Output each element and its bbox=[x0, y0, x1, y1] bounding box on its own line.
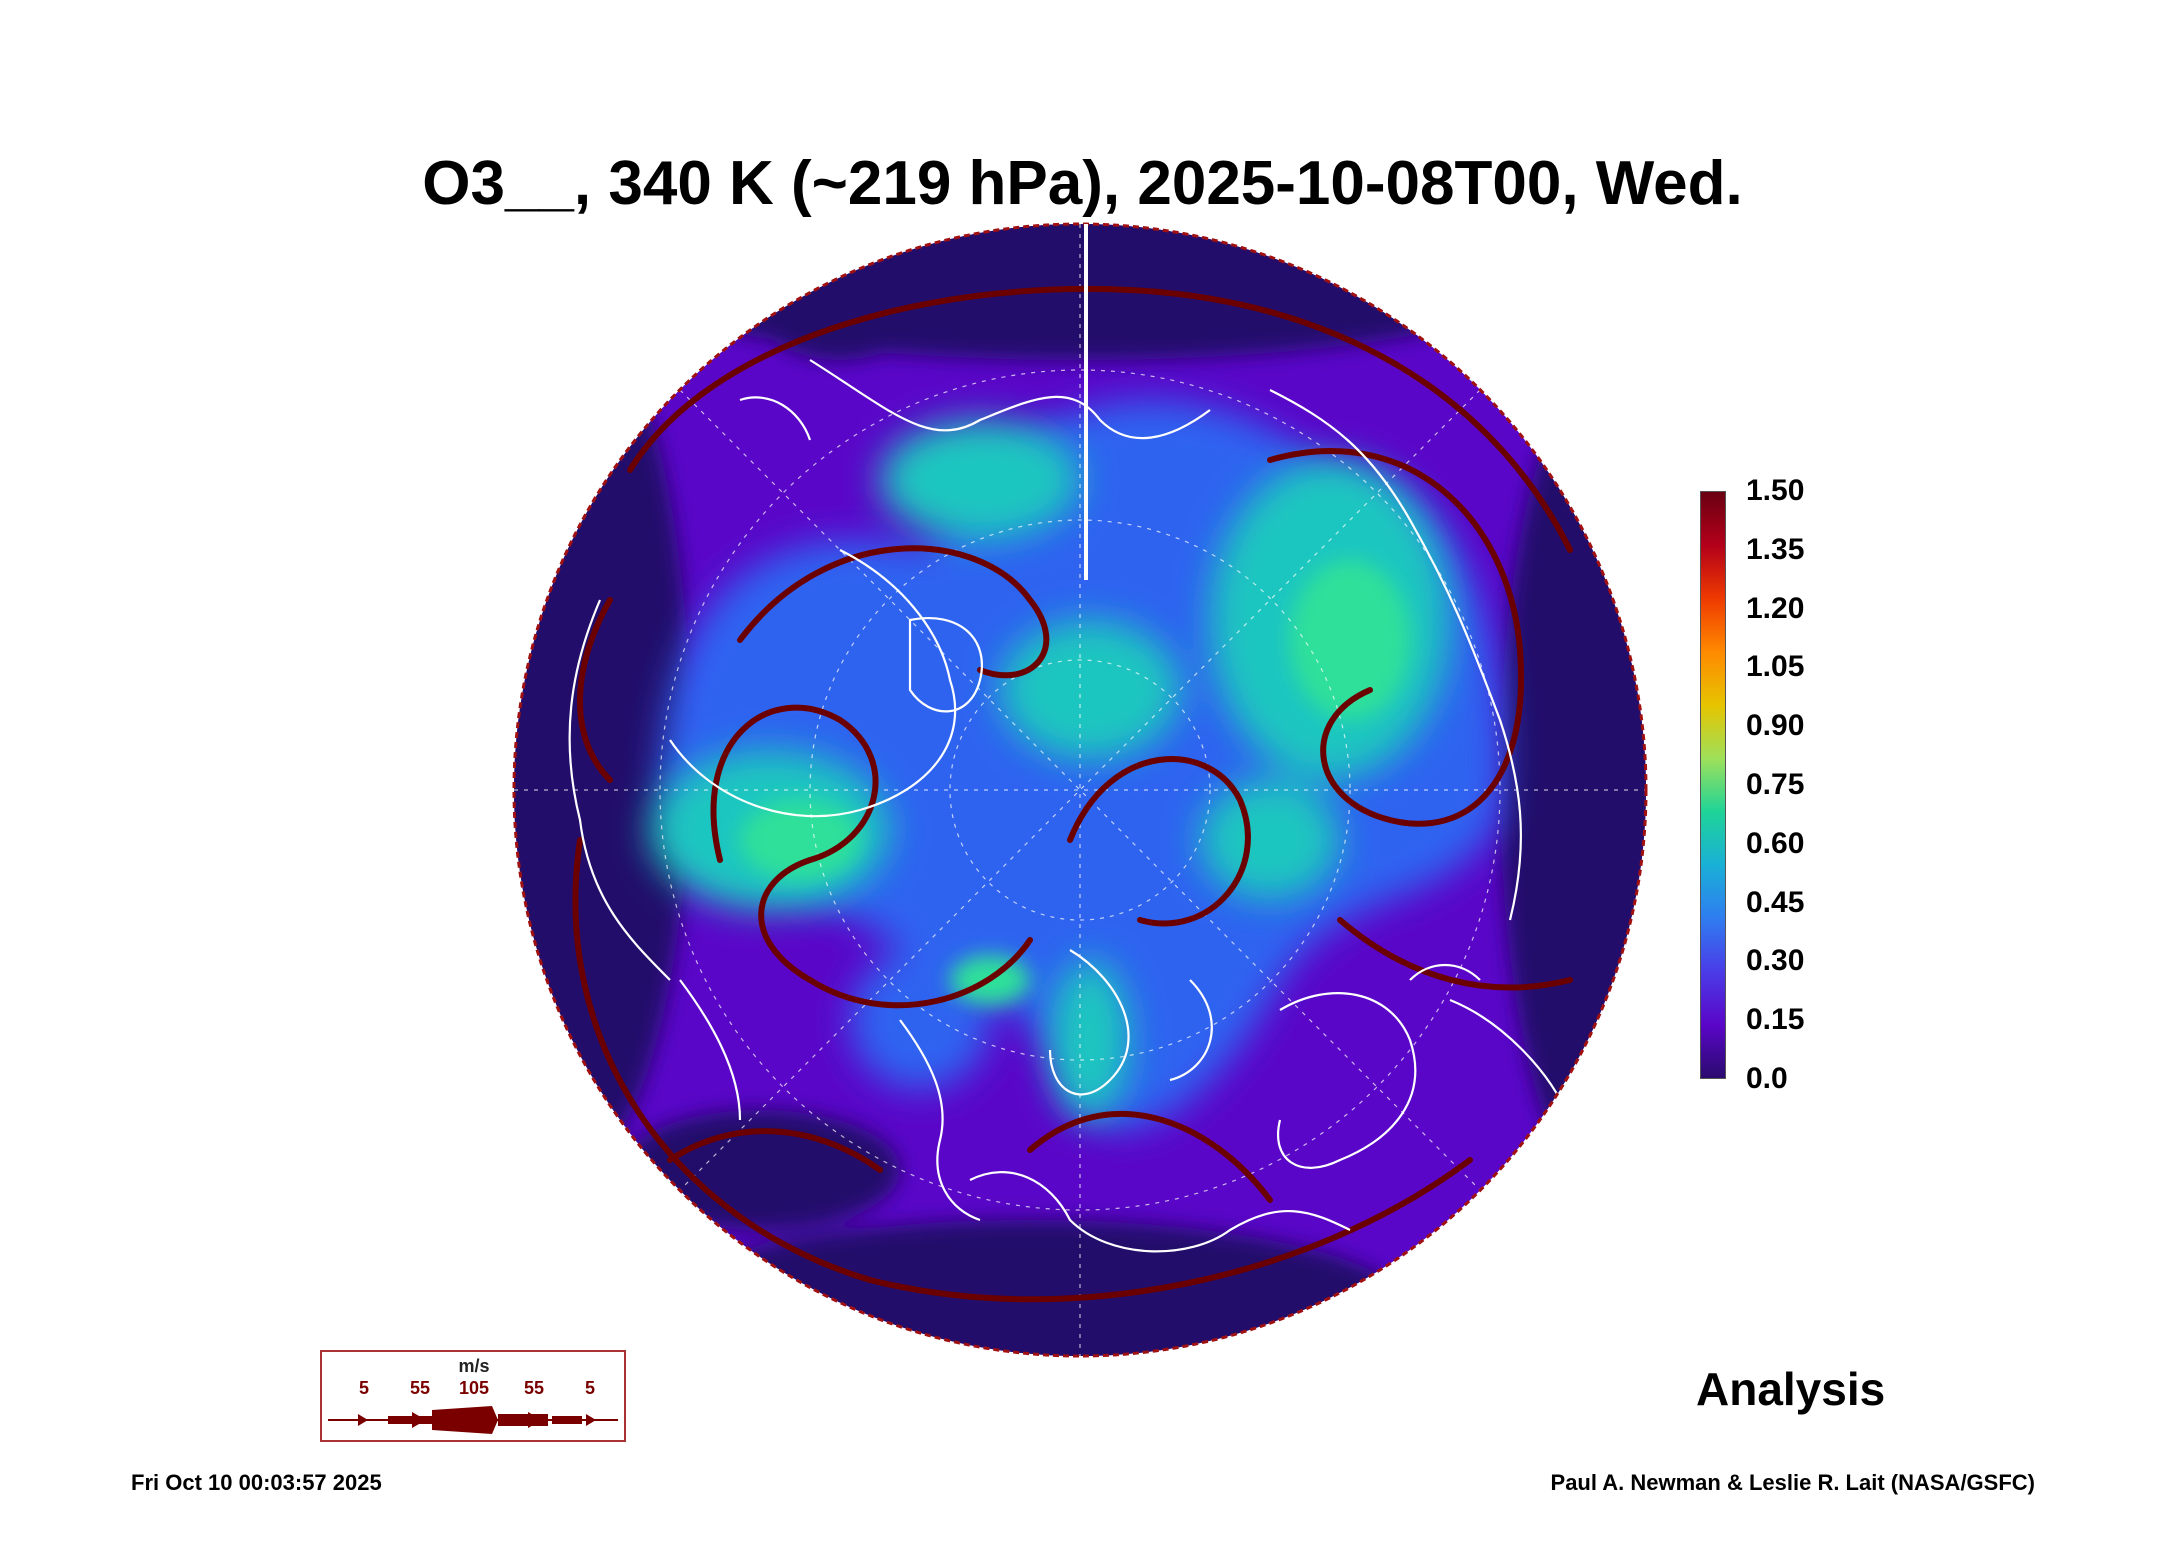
legend-value: 5 bbox=[584, 1378, 596, 1398]
legend-value: 55 bbox=[523, 1378, 545, 1398]
wind-streamlines bbox=[572, 285, 1573, 1303]
legend-arrow bbox=[328, 1406, 618, 1434]
polar-stereographic-map bbox=[512, 222, 1648, 1358]
legend-unit: m/s bbox=[458, 1356, 490, 1376]
color-scale-tick-label: 0.15 bbox=[1746, 1003, 1805, 1037]
polar-map bbox=[510, 220, 1650, 1360]
legend-value: 5 bbox=[358, 1378, 370, 1398]
wind-speed-legend: m/s 5 55 105 55 5 bbox=[320, 1350, 626, 1442]
color-scale-tick-label: 0.30 bbox=[1746, 944, 1805, 978]
color-scale-tick-label: 0.60 bbox=[1746, 826, 1805, 860]
color-scale-tick-label: 1.35 bbox=[1746, 532, 1805, 566]
credit-line: Paul A. Newman & Leslie R. Lait (NASA/GS… bbox=[1550, 1470, 2035, 1495]
color-scale-tick-label: 1.05 bbox=[1746, 650, 1805, 684]
map-boundary bbox=[512, 222, 1648, 1358]
color-scale-tick-label: 0.90 bbox=[1746, 709, 1805, 743]
analysis-label: Analysis bbox=[1696, 1363, 1886, 1415]
legend-value: 55 bbox=[409, 1378, 431, 1398]
generation-timestamp: Fri Oct 10 00:03:57 2025 bbox=[131, 1470, 382, 1495]
color-scale-tick-label: 0.0 bbox=[1746, 1062, 1788, 1095]
legend-value: 105 bbox=[458, 1378, 490, 1398]
high-ozone-regions bbox=[650, 420, 1450, 1120]
color-scale-bar bbox=[1700, 491, 1726, 1079]
chart-title: O3__, 340 K (~219 hPa), 2025-10-08T00, W… bbox=[422, 149, 1743, 218]
coastlines bbox=[568, 359, 1572, 1253]
color-scale-tick-label: 0.75 bbox=[1746, 768, 1805, 801]
color-scale-tick-label: 1.20 bbox=[1746, 591, 1805, 625]
graticule bbox=[514, 224, 1646, 1356]
color-scale-tick-label: 0.45 bbox=[1746, 885, 1805, 919]
color-scale-tick-label: 1.50 bbox=[1746, 474, 1805, 507]
